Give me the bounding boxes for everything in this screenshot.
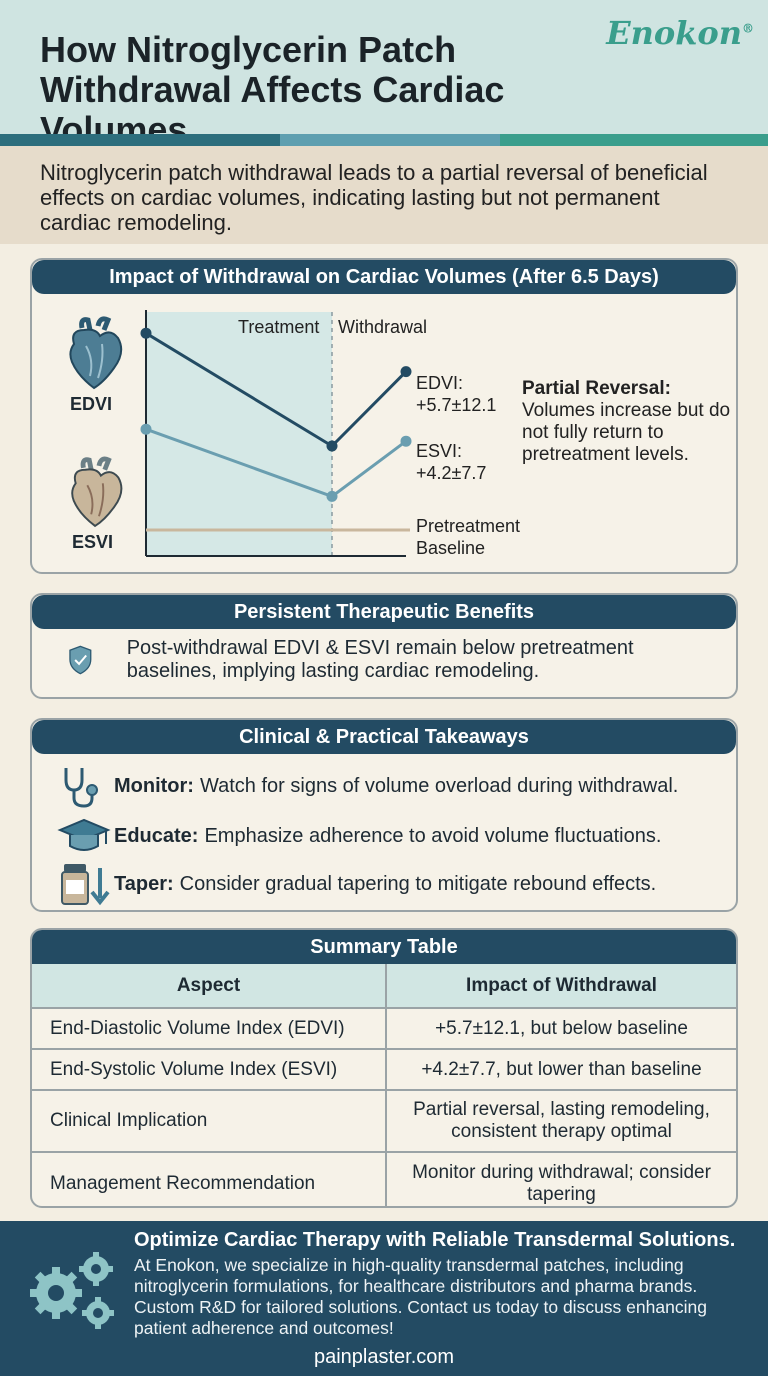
footer-headline: Optimize Cardiac Therapy with Reliable T…	[134, 1229, 736, 1251]
table-cell-impact: +4.2±7.7, but lower than baseline	[385, 1048, 736, 1091]
takeaway-label: Taper:	[114, 872, 174, 895]
footer-url-link[interactable]: painplaster.com	[313, 1346, 455, 1368]
stethoscope-icon	[64, 768, 98, 808]
baseline-label-line2: Baseline	[416, 538, 485, 558]
table-cell-aspect: End-Systolic Volume Index (ESVI)	[32, 1048, 387, 1091]
table-row: Clinical Implication Partial reversal, l…	[32, 1089, 736, 1153]
data-point-edvi	[140, 327, 152, 339]
gears-icon	[30, 1252, 114, 1329]
graduation-cap-icon	[57, 818, 111, 851]
heart-label-edvi: EDVI	[70, 394, 113, 414]
header-stripe-accent-2	[500, 134, 768, 146]
page-title: How Nitroglycerin Patch Withdrawal Affec…	[40, 29, 505, 150]
table-row: Management Recommendation Monitor during…	[32, 1151, 736, 1206]
shield-check-icon	[69, 645, 92, 675]
partial-reversal-text: Volumes increase but do not fully return…	[522, 400, 731, 465]
benefits-title: Persistent Therapeutic Benefits	[32, 595, 736, 629]
summary-table-section: Summary Table Aspect Impact of Withdrawa…	[30, 928, 738, 1208]
table-cell-aspect: End-Diastolic Volume Index (EDVI)	[32, 1007, 387, 1050]
takeaways-section: Clinical & Practical Takeaways Monitor: …	[30, 718, 738, 912]
partial-reversal-title: Partial Reversal:	[522, 378, 671, 399]
summary-table-title: Summary Table	[32, 930, 736, 964]
table-cell-aspect: Management Recommendation	[32, 1151, 387, 1206]
edvi-annotation-line2: +5.7±12.1	[416, 395, 496, 415]
heart-label-esvi: ESVI	[72, 532, 114, 552]
takeaway-text: Watch for signs of volume overload durin…	[199, 774, 679, 797]
partial-reversal-note: Partial Reversal: Volumes increase but d…	[522, 378, 732, 466]
phase-label-withdrawal: Withdrawal	[338, 317, 427, 337]
phase-label-treatment: Treatment	[238, 317, 319, 337]
table-row: End-Systolic Volume Index (ESVI) +4.2±7.…	[32, 1048, 736, 1091]
takeaways-title: Clinical & Practical Takeaways	[32, 720, 736, 754]
table-header: Aspect	[32, 964, 387, 1009]
takeaway-text: Emphasize adherence to avoid volume fluc…	[204, 824, 662, 847]
edvi-annotation-line1: EDVI:	[416, 373, 463, 393]
table-header: Impact of Withdrawal	[385, 964, 736, 1009]
data-point-edvi	[326, 440, 338, 452]
table-cell-impact: +5.7±12.1, but below baseline	[385, 1007, 736, 1050]
data-point-edvi	[400, 366, 412, 378]
chart-section-title: Impact of Withdrawal on Cardiac Volumes …	[32, 260, 736, 294]
chart-section: Impact of Withdrawal on Cardiac Volumes …	[30, 258, 738, 574]
esvi-annotation-line2: +4.2±7.7	[416, 463, 486, 483]
takeaway-monitor: Monitor: Watch for signs of volume overl…	[56, 764, 726, 808]
table-cell-aspect: Clinical Implication	[32, 1089, 387, 1153]
benefits-text: Post-withdrawal EDVI & ESVI remain below…	[126, 637, 634, 682]
takeaway-label: Monitor:	[114, 774, 194, 797]
table-cell-impact: Monitor during withdrawal; consider tape…	[385, 1151, 736, 1206]
summary-table: Aspect Impact of Withdrawal End-Diastoli…	[32, 964, 736, 1206]
table-cell-impact: Partial reversal, lasting remodeling, co…	[385, 1089, 736, 1153]
takeaway-taper: Taper: Consider gradual tapering to miti…	[56, 862, 726, 906]
heart-icon	[69, 316, 123, 390]
brand-logo[interactable]: Enokon®	[606, 14, 754, 52]
pill-bottle-down-arrow-icon	[61, 864, 110, 906]
benefits-section: Persistent Therapeutic Benefits Post-wit…	[30, 593, 738, 699]
esvi-annotation-line1: ESVI:	[416, 441, 462, 461]
table-row: End-Diastolic Volume Index (EDVI) +5.7±1…	[32, 1007, 736, 1050]
header-banner: How Nitroglycerin Patch Withdrawal Affec…	[0, 0, 768, 150]
takeaway-label: Educate:	[114, 824, 199, 847]
footer-banner: Optimize Cardiac Therapy with Reliable T…	[0, 1221, 768, 1376]
heart-icon	[71, 456, 123, 528]
volume-chart: Treatment Withdrawal EDVI: +5.7±12.1 ESV…	[140, 310, 520, 558]
intro-text: Nitroglycerin patch withdrawal leads to …	[0, 146, 768, 244]
data-point-esvi	[326, 490, 338, 502]
takeaway-text: Consider gradual tapering to mitigate re…	[179, 872, 657, 895]
takeaway-educate: Educate: Emphasize adherence to avoid vo…	[56, 814, 726, 858]
data-point-esvi	[400, 435, 412, 447]
data-point-esvi	[140, 423, 152, 435]
footer-body: At Enokon, we specialize in high-quality…	[134, 1255, 707, 1338]
baseline-label-line1: Pretreatment	[416, 516, 520, 536]
